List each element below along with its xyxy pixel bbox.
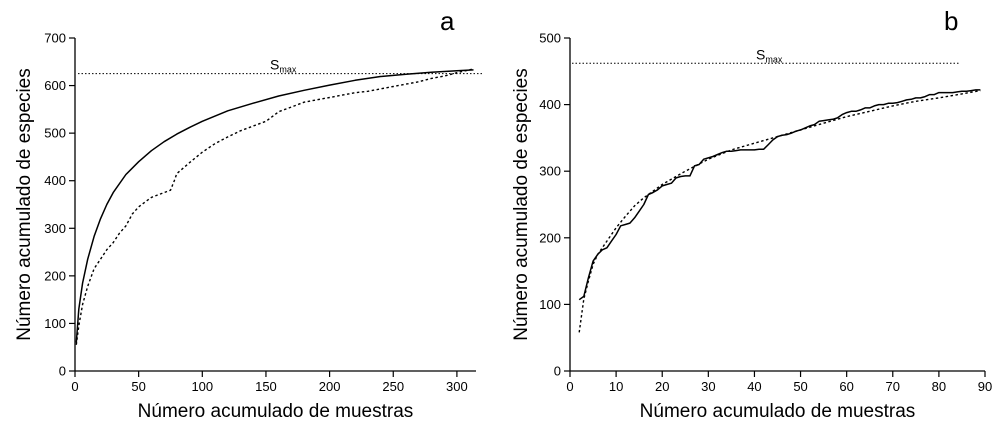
- y-axis-title: Número acumulado de especies: [511, 68, 532, 341]
- series-line-solid: [578, 89, 981, 301]
- y-tick-label: 200: [44, 268, 66, 283]
- x-tick-label: 20: [655, 379, 669, 394]
- x-tick-label: 60: [839, 379, 853, 394]
- smax-label: Smax: [270, 57, 297, 75]
- x-tick-label: 40: [747, 379, 761, 394]
- x-tick-label: 50: [131, 379, 145, 394]
- y-tick-label: 400: [44, 173, 66, 188]
- y-tick-label: 300: [44, 221, 66, 236]
- y-tick-label: 300: [539, 164, 561, 179]
- x-tick-label: 70: [886, 379, 900, 394]
- y-tick-label: 500: [44, 126, 66, 141]
- y-tick-label: 400: [539, 97, 561, 112]
- x-tick-label: 30: [701, 379, 715, 394]
- x-tick-label: 80: [932, 379, 946, 394]
- y-tick-label: 100: [539, 297, 561, 312]
- y-tick-label: 600: [44, 78, 66, 93]
- x-tick-label: 0: [566, 379, 573, 394]
- x-tick-label: 250: [382, 379, 404, 394]
- x-tick-label: 10: [609, 379, 623, 394]
- panel-letter: b: [944, 6, 958, 36]
- series-line-solid: [75, 69, 474, 343]
- y-tick-label: 200: [539, 230, 561, 245]
- chart-panel-a: 0 100 200 300 400 500 600 700 0 50 100 150 200 250 300…: [14, 6, 482, 422]
- y-tick-label: 0: [59, 364, 66, 379]
- smax-label: Smax: [756, 46, 783, 64]
- x-tick-label: 300: [446, 379, 468, 394]
- chart-panel-b: 0 100 200 300 400 500 0 10 20 30 40 50 60 70 80 90 Númer…: [511, 6, 992, 422]
- y-tick-label: 100: [44, 316, 66, 331]
- x-tick-label: 90: [978, 379, 992, 394]
- x-axis-title: Número acumulado de muestras: [640, 401, 916, 422]
- x-axis-title: Número acumulado de muestras: [138, 401, 414, 422]
- x-tick-label: 200: [319, 379, 341, 394]
- y-tick-label: 500: [539, 31, 561, 46]
- x-tick-label: 150: [255, 379, 277, 394]
- x-tick-label: 50: [793, 379, 807, 394]
- panel-letter: a: [440, 6, 455, 36]
- y-tick-label: 700: [44, 31, 66, 46]
- series-line-dotted: [75, 68, 474, 345]
- y-axis-title: Número acumulado de especies: [14, 68, 35, 341]
- x-tick-label: 100: [191, 379, 213, 394]
- x-tick-label: 0: [71, 379, 78, 394]
- y-tick-label: 0: [554, 364, 561, 379]
